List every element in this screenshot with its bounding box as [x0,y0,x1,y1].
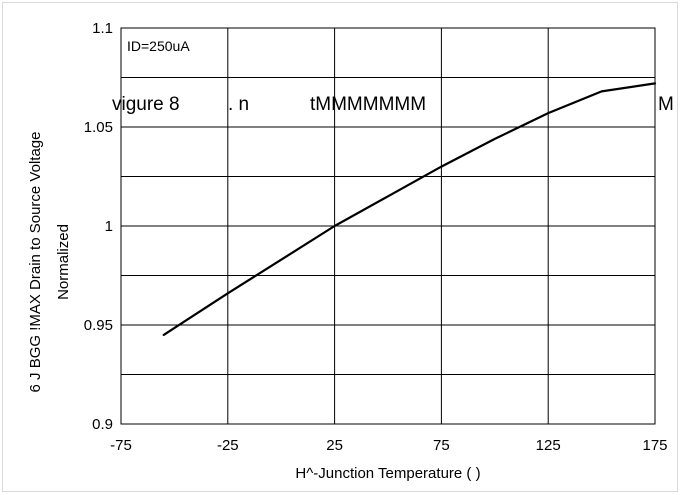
y-tick-label: 1.1 [92,20,113,37]
x-tick-label: 125 [536,437,561,454]
series-line [162,82,657,336]
y-tick-label: 0.9 [92,416,113,433]
y-axis-label-group-2: Normalized [55,224,72,300]
plot-area-border [120,27,656,425]
overlay-text: M [658,94,674,115]
overlay-text: tMMMMMMM [310,94,426,115]
y-axis-label-group: 6 J BGG !MAX Drain to Source Voltage [27,132,44,393]
series-layer [162,82,657,336]
grid-layer [120,27,656,425]
x-tick-label: 25 [326,437,343,454]
annotation-text: ID=250uA [127,38,190,54]
x-tick-label: 175 [642,437,667,454]
tick-layer: -75 -25 25 75 125 175 0.9 0.95 1 1.05 1.1 [84,20,668,454]
y-axis-label: 6 J BGG !MAX Drain to Source Voltage [27,132,44,393]
y-tick-label: 0.95 [84,317,113,334]
y-tick-label: 1 [105,218,113,235]
y-tick-label: 1.05 [84,119,113,136]
x-tick-label: -75 [110,437,132,454]
y-axis-label-normalized: Normalized [55,224,72,300]
overlay-text: . n [228,94,249,115]
x-tick-label: 75 [433,437,450,454]
x-axis-label: H^-Junction Temperature ( ) [295,465,480,482]
overlay-text: vigure 8 [112,94,180,115]
x-tick-label: -25 [217,437,239,454]
